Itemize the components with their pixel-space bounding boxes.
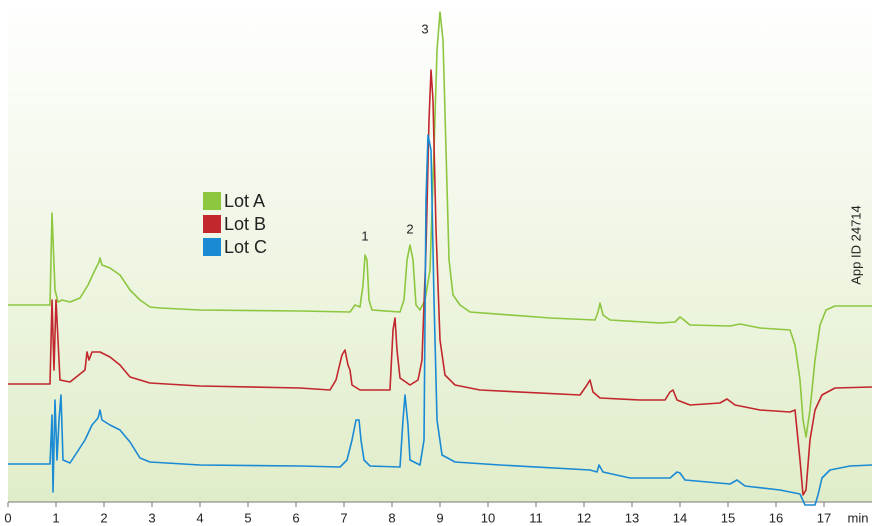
plot-background — [8, 2, 872, 502]
trace — [8, 11, 872, 438]
legend-swatch — [203, 215, 221, 233]
x-tick-label: 3 — [148, 510, 155, 525]
peak-label: 3 — [421, 21, 428, 36]
legend-swatch — [203, 192, 221, 210]
trace — [8, 134, 873, 506]
x-tick-label: 11 — [529, 510, 543, 525]
x-tick-label: 14 — [673, 510, 687, 525]
trace — [8, 69, 873, 496]
x-tick-label: 12 — [577, 510, 591, 525]
x-tick-label: 16 — [769, 510, 783, 525]
x-tick-label: 6 — [292, 510, 299, 525]
x-tick-label: 5 — [244, 510, 251, 525]
peak-label: 2 — [406, 221, 413, 236]
x-tick-label: 9 — [436, 510, 443, 525]
x-tick-label: 15 — [721, 510, 735, 525]
x-tick-label: 0 — [4, 510, 11, 525]
x-tick-label: 1 — [52, 510, 59, 525]
peak-label: 1 — [361, 228, 368, 243]
x-axis-label: min — [848, 510, 869, 525]
x-tick-label: 17 — [817, 510, 831, 525]
x-tick-label: 2 — [100, 510, 107, 525]
x-tick-label: 13 — [625, 510, 639, 525]
x-tick-label: 8 — [388, 510, 395, 525]
x-tick-label: 10 — [481, 510, 495, 525]
legend-label: Lot C — [224, 237, 267, 257]
legend-swatch — [203, 238, 221, 256]
legend-label: Lot B — [224, 214, 266, 234]
x-tick-label: 4 — [196, 510, 203, 525]
x-tick-label: 7 — [340, 510, 347, 525]
app-id: App ID 24714 — [848, 205, 863, 285]
legend-label: Lot A — [224, 191, 265, 211]
